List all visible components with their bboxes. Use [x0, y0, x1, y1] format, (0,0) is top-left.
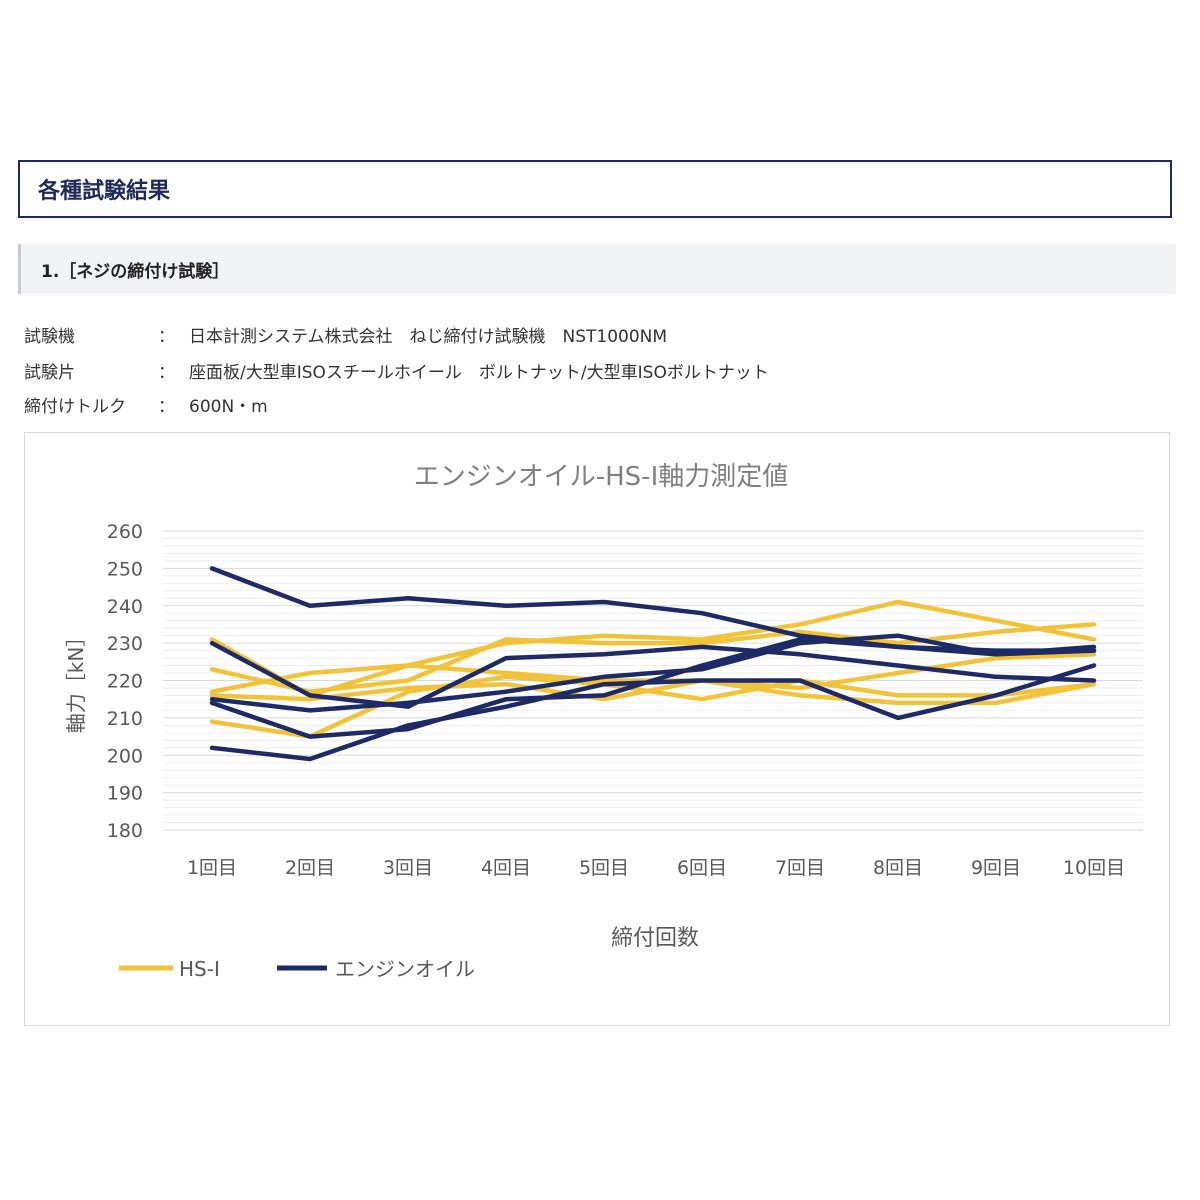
y-tick-label: 250 — [107, 558, 143, 580]
y-tick-label: 240 — [107, 596, 143, 618]
chart-grid — [163, 530, 1143, 831]
legend: HS-Ⅰ エンジンオイル — [119, 957, 475, 981]
spec-separator: ： — [158, 327, 175, 347]
x-tick-label: 8回目 — [873, 857, 923, 879]
x-axis-label: 締付回数 — [611, 926, 699, 951]
x-tick-label: 3回目 — [383, 857, 433, 879]
spec-separator: ： — [158, 363, 175, 383]
y-tick-label: 220 — [107, 671, 143, 693]
y-tick-label: 180 — [107, 820, 143, 842]
x-tick-label: 10回目 — [1063, 857, 1125, 879]
section-title: 1.［ネジの締付け試験］ — [41, 261, 230, 282]
spec-value: 座面板/大型車ISOスチールホイール ボルトナット/大型車ISOボルトナット — [189, 363, 769, 383]
page-title-box: 各種試験結果 — [18, 160, 1172, 218]
chart-panel: エンジンオイル-HS-Ⅰ軸力測定値 180 190 200 210 220 230 240 2… — [24, 432, 1170, 1026]
legend-label-oil: エンジンオイル — [335, 957, 475, 981]
spec-separator: ： — [158, 397, 175, 417]
chart-series — [209, 566, 1097, 762]
x-tick-label: 9回目 — [971, 857, 1021, 879]
x-tick-label: 1回目 — [187, 857, 237, 879]
series-line-oil-7 — [209, 640, 1097, 709]
x-tick-label: 7回目 — [775, 857, 825, 879]
page-title: 各種試験結果 — [38, 179, 171, 204]
series-line-hs-2 — [209, 622, 1097, 694]
series-line-oil-10 — [209, 663, 1097, 762]
y-axis-ticks: 180 190 200 210 220 230 240 250 260 — [107, 521, 143, 842]
spec-value: 600N・m — [189, 397, 268, 417]
y-tick-label: 230 — [107, 633, 143, 655]
legend-label-hs: HS-Ⅰ — [179, 957, 220, 981]
spec-key: 試験片 — [24, 363, 75, 383]
series-line-oil-8 — [209, 633, 1097, 713]
section-header: 1.［ネジの締付け試験］ — [18, 244, 1176, 294]
y-axis-label: 軸力［kN］ — [64, 627, 88, 734]
y-tick-label: 200 — [107, 745, 143, 767]
chart-title: エンジンオイル-HS-Ⅰ軸力測定値 — [414, 462, 789, 492]
x-tick-label: 6回目 — [677, 857, 727, 879]
y-tick-label: 190 — [107, 783, 143, 805]
series-line-hs-1 — [209, 599, 1097, 698]
series-line-hs-5 — [209, 674, 1097, 739]
spec-key: 締付けトルク — [24, 397, 126, 417]
y-tick-label: 210 — [107, 708, 143, 730]
x-axis-ticks: 1回目 2回目 3回目 4回目 5回目 6回目 7回目 8回目 9回目 10回目 — [187, 857, 1125, 879]
x-tick-label: 2回目 — [285, 857, 335, 879]
x-tick-label: 5回目 — [579, 857, 629, 879]
spec-key: 試験機 — [24, 327, 75, 347]
x-tick-label: 4回目 — [481, 857, 531, 879]
axial-force-chart: エンジンオイル-HS-Ⅰ軸力測定値 180 190 200 210 220 230 240 2… — [64, 462, 1143, 981]
y-tick-label: 260 — [107, 521, 143, 543]
spec-value: 日本計測システム株式会社 ねじ締付け試験機 NST1000NM — [189, 327, 668, 347]
